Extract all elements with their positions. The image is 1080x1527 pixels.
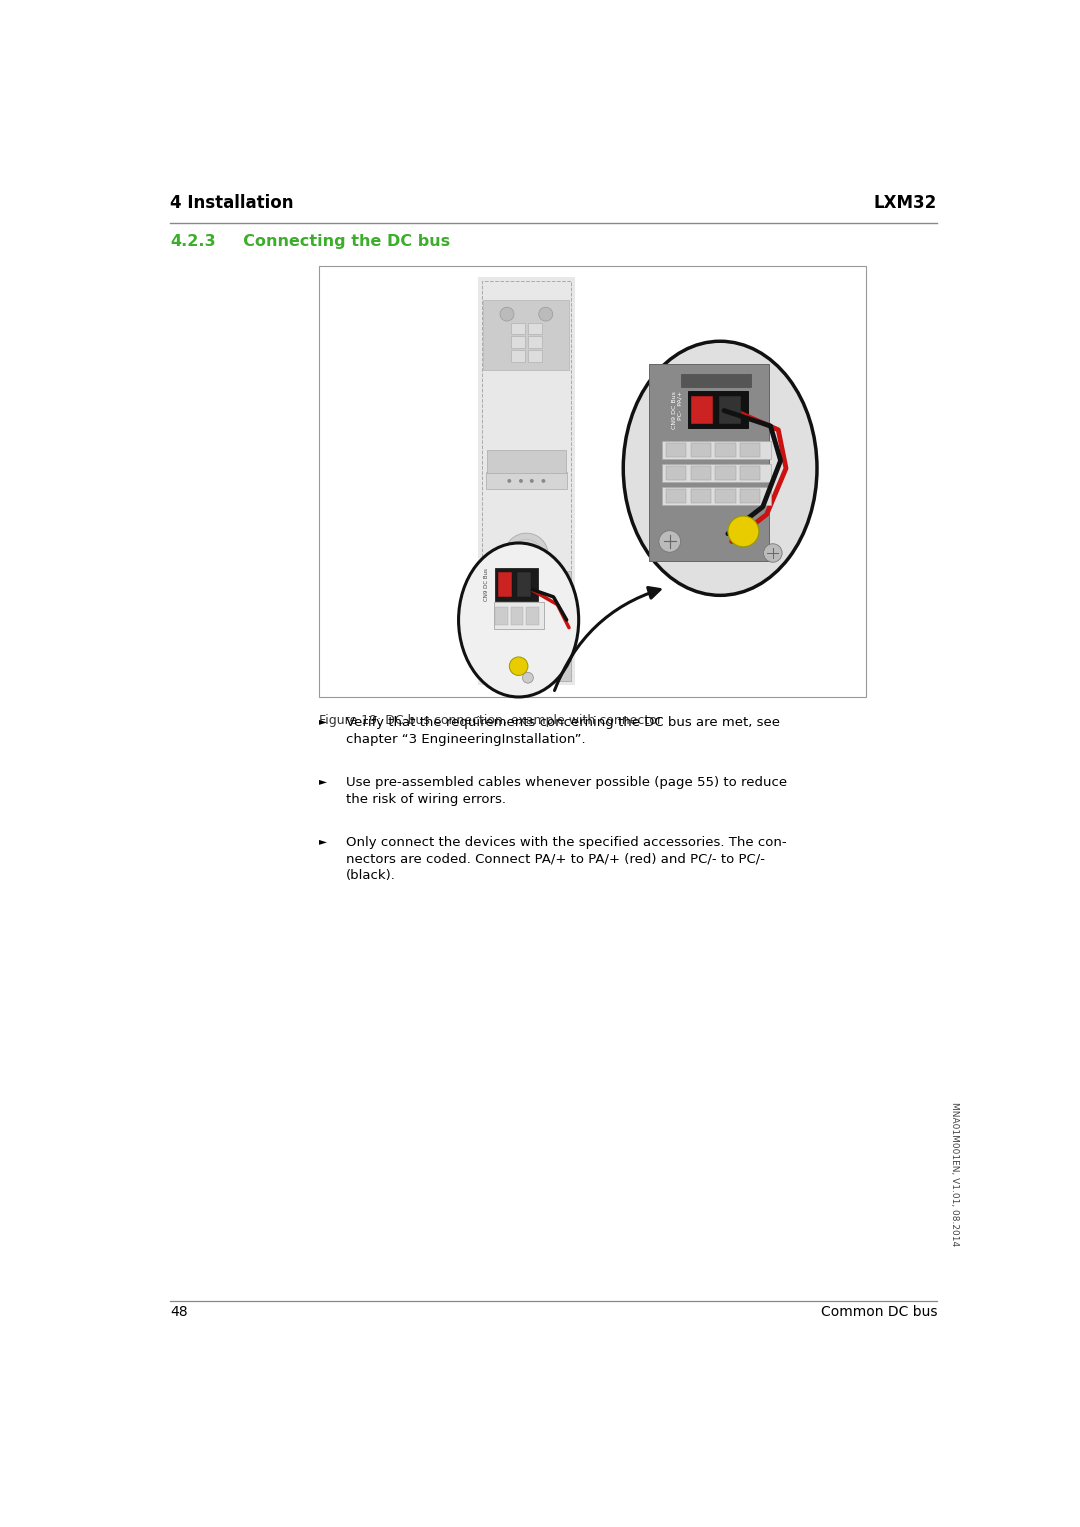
Text: 4 Installation: 4 Installation [170,194,294,212]
Text: ►: ► [320,716,327,725]
Text: Only connect the devices with the specified accessories. The con-
nectors are co: Only connect the devices with the specif… [346,837,786,883]
Circle shape [530,479,534,483]
Circle shape [500,307,514,321]
Bar [482,571,571,681]
Bar [715,489,735,502]
Text: 48: 48 [170,1306,188,1319]
Bar [494,602,544,629]
Bar [496,606,508,626]
Text: Connecting the DC bus: Connecting the DC bus [232,234,450,249]
Text: 4.2.3: 4.2.3 [170,234,216,249]
Bar [511,322,525,334]
Text: CN9 DC Bus: CN9 DC Bus [484,568,489,602]
Ellipse shape [623,341,816,596]
Bar [517,573,531,597]
Circle shape [504,533,548,576]
Text: Common DC bus: Common DC bus [821,1306,937,1319]
Bar [662,441,770,460]
Circle shape [659,531,680,553]
Bar [487,450,566,473]
Bar [740,466,760,479]
Bar [320,266,866,696]
Bar [691,466,711,479]
Bar [691,489,711,502]
Text: ►: ► [320,776,327,786]
Bar [496,568,538,600]
Bar [528,336,542,348]
Bar [511,606,524,626]
Bar [715,443,735,457]
Bar [662,464,770,483]
Ellipse shape [459,544,579,696]
Bar [662,487,770,505]
Bar [528,350,542,362]
Bar [740,489,760,502]
Circle shape [510,657,528,675]
Bar [486,472,567,489]
Bar [715,466,735,479]
Bar [719,395,741,423]
Bar [528,322,542,334]
Bar [511,336,525,348]
Bar [666,489,686,502]
Bar [649,365,769,560]
Bar [666,443,686,457]
Text: Figure 19: DC bus connection, example with connector: Figure 19: DC bus connection, example wi… [320,713,662,727]
Circle shape [541,479,545,483]
Bar [482,281,571,681]
Text: Use pre-assembled cables whenever possible (page 55) to reduce
the risk of wirin: Use pre-assembled cables whenever possib… [346,776,787,806]
Bar [511,350,525,362]
Bar [526,606,539,626]
Text: Verify that the requirements concerning the DC bus are met, see
chapter “3 Engin: Verify that the requirements concerning … [346,716,780,745]
Bar [478,278,575,686]
Bar [740,443,760,457]
Circle shape [519,479,523,483]
Text: CN9 DC Bus
PC-  PA/+: CN9 DC Bus PC- PA/+ [672,391,683,429]
Bar [688,391,748,428]
Circle shape [523,672,534,683]
Text: MNA01M001EN, V1.01, 08.2014: MNA01M001EN, V1.01, 08.2014 [950,1102,959,1246]
Bar [484,301,569,370]
Circle shape [728,516,759,547]
Bar [681,374,751,388]
Bar [691,443,711,457]
FancyArrowPatch shape [554,588,660,690]
Circle shape [539,307,553,321]
Circle shape [764,544,782,562]
Bar [499,573,512,597]
Bar [691,395,713,423]
Circle shape [508,479,511,483]
Text: LXM32: LXM32 [874,194,937,212]
Bar [666,466,686,479]
Text: ►: ► [320,837,327,846]
